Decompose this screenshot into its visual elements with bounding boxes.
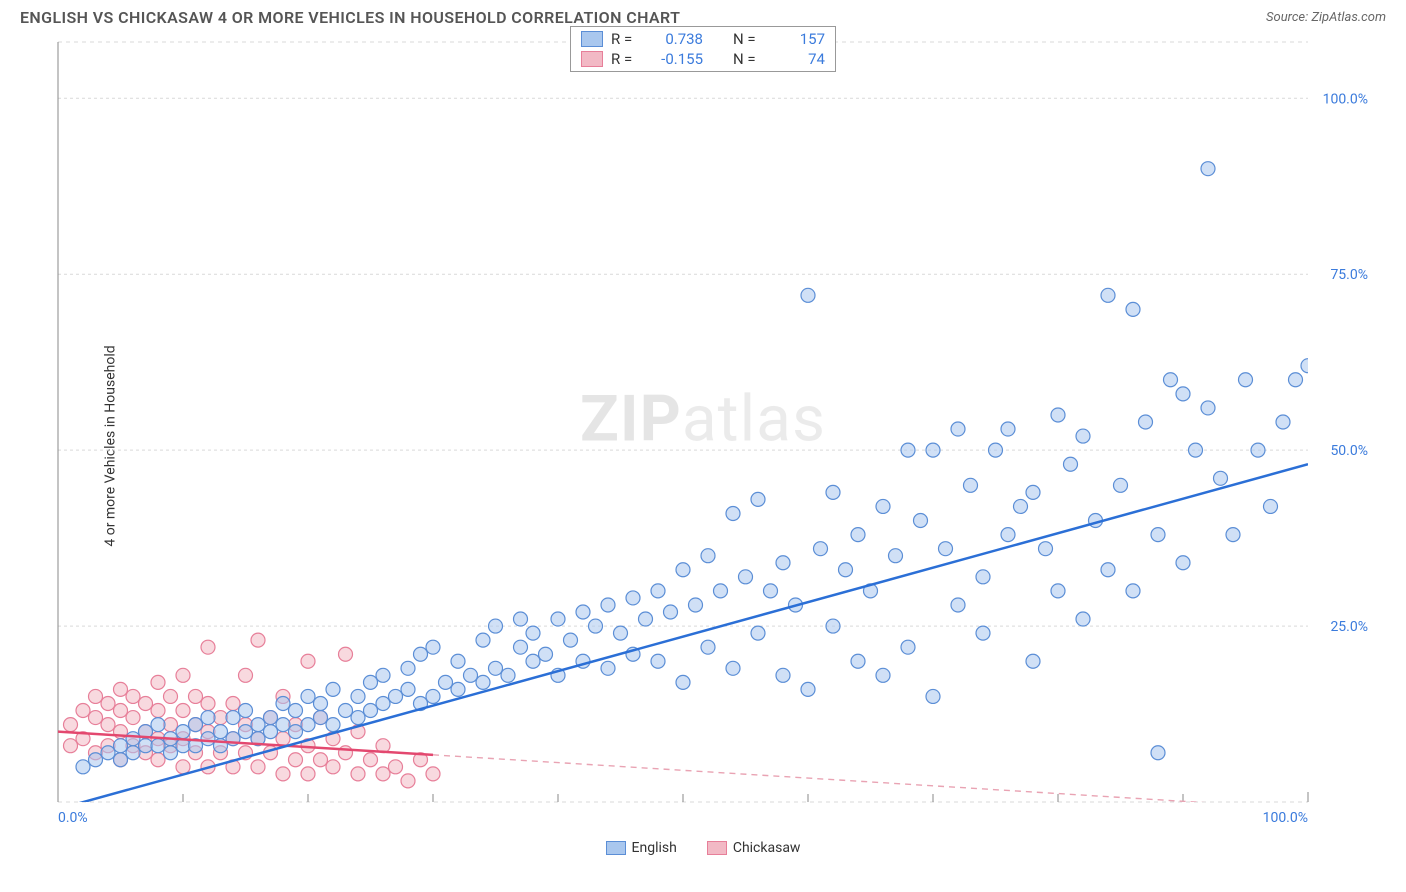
legend-swatch-chickasaw: [707, 841, 727, 855]
n-label: N =: [733, 30, 761, 48]
n-label: N =: [733, 50, 761, 68]
swatch-english: [581, 31, 603, 47]
stats-row-english: R = 0.738 N = 157: [581, 29, 825, 49]
scatter-chart-svg: 0.0% 100.0% 25.0% 50.0% 75.0% 100.0%: [48, 38, 1378, 830]
r-value-english: 0.738: [647, 30, 703, 48]
legend-label-chickasaw: Chickasaw: [733, 840, 801, 856]
legend-item-english: English: [606, 840, 677, 856]
chart-title: ENGLISH VS CHICKASAW 4 OR MORE VEHICLES …: [20, 8, 680, 27]
legend-item-chickasaw: Chickasaw: [707, 840, 801, 856]
series-legend: English Chickasaw: [0, 840, 1406, 856]
chart-source: Source: ZipAtlas.com: [1266, 10, 1386, 25]
r-label: R =: [611, 30, 639, 48]
source-name: ZipAtlas.com: [1311, 10, 1386, 25]
svg-text:25.0%: 25.0%: [1330, 619, 1368, 635]
stats-row-chickasaw: R = -0.155 N = 74: [581, 49, 825, 69]
svg-text:50.0%: 50.0%: [1330, 443, 1368, 459]
svg-text:100.0%: 100.0%: [1263, 810, 1308, 826]
stats-legend: R = 0.738 N = 157 R = -0.155 N = 74: [570, 26, 836, 72]
svg-text:75.0%: 75.0%: [1330, 267, 1368, 283]
svg-text:0.0%: 0.0%: [58, 810, 88, 826]
legend-swatch-english: [606, 841, 626, 855]
r-value-chickasaw: -0.155: [647, 50, 703, 68]
svg-text:100.0%: 100.0%: [1323, 91, 1368, 107]
n-value-english: 157: [769, 30, 825, 48]
legend-label-english: English: [632, 840, 677, 856]
swatch-chickasaw: [581, 51, 603, 67]
r-label: R =: [611, 50, 639, 68]
n-value-chickasaw: 74: [769, 50, 825, 68]
source-prefix: Source:: [1266, 10, 1311, 25]
chart-plot-area: 0.0% 100.0% 25.0% 50.0% 75.0% 100.0%: [48, 38, 1378, 830]
